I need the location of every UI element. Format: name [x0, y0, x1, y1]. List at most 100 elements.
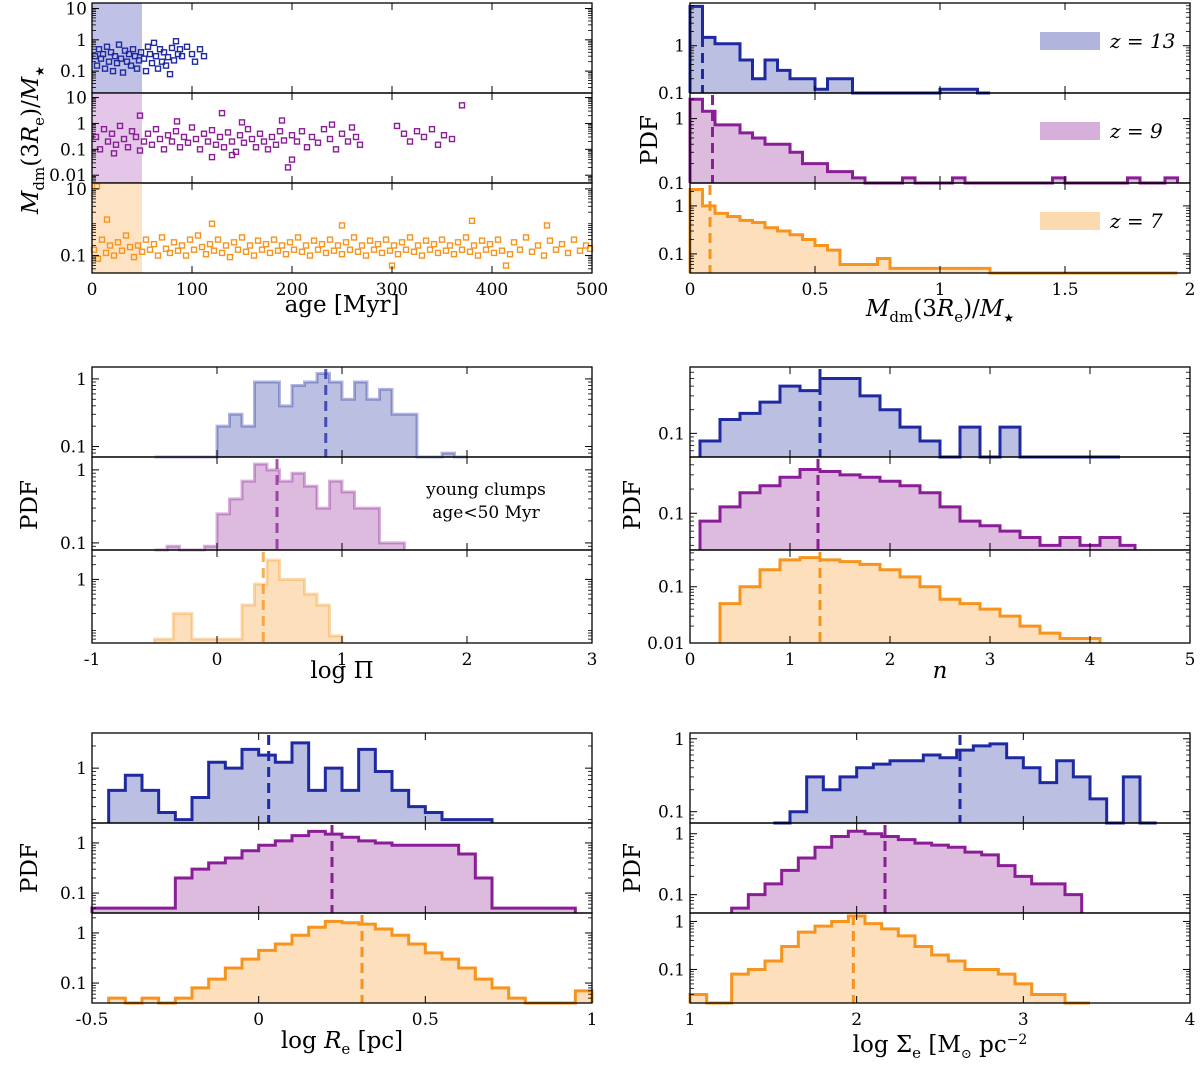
- scatter-point: [303, 144, 311, 151]
- hist-bar: [965, 852, 982, 913]
- scatter-point: [442, 247, 450, 254]
- scatter-point: [144, 130, 152, 137]
- hist-bar: [367, 508, 380, 550]
- scatter-point: [256, 130, 264, 137]
- hist-bar: [342, 399, 355, 457]
- scatter-point: [494, 236, 502, 243]
- scatter-point: [107, 49, 115, 56]
- scatter-point: [98, 236, 106, 243]
- hist-bar: [840, 78, 853, 93]
- scatter-point: [393, 122, 401, 130]
- scatter-point: [208, 153, 216, 161]
- hist-bar: [940, 757, 957, 823]
- scatter-point: [200, 130, 208, 137]
- scatter-point: [306, 252, 314, 259]
- hist-outline: [698, 376, 1120, 459]
- hist-bar: [752, 138, 765, 183]
- hist-bar: [948, 960, 965, 1003]
- hist-bar: [965, 969, 982, 1003]
- hist-bar: [442, 959, 459, 1003]
- scatter-point: [160, 146, 168, 153]
- scatter-point: [293, 138, 301, 145]
- hist-bar: [142, 908, 159, 913]
- scatter-point: [180, 133, 188, 141]
- scatter-point: [454, 239, 462, 246]
- scatter-point: [146, 246, 154, 253]
- axes-frame: [689, 549, 1191, 644]
- hist-bar: [780, 386, 800, 457]
- x-tick-label: 1.5: [1051, 280, 1078, 300]
- scatter-point: [426, 246, 434, 253]
- scatter-point: [314, 139, 322, 146]
- hist-bar: [475, 979, 492, 1003]
- hist-bar: [108, 790, 126, 823]
- hist-bar: [827, 171, 840, 183]
- hist-bar: [802, 163, 815, 183]
- hist-bar: [275, 762, 292, 823]
- hist-bar: [1015, 983, 1032, 1003]
- y-tick-label: 0.01: [49, 166, 87, 186]
- scatter-point: [334, 242, 342, 249]
- scatter-point: [413, 128, 421, 135]
- hist-bar: [175, 877, 192, 913]
- legend-swatch: [1040, 122, 1100, 140]
- hist-outline: [730, 829, 1084, 913]
- hist-bar: [840, 561, 860, 643]
- legend-label: z = 9: [1109, 119, 1163, 143]
- hist-bar: [175, 819, 192, 823]
- hist-bar: [902, 268, 915, 273]
- hist-bar: [242, 426, 255, 457]
- hist-bar: [865, 264, 878, 273]
- panel-hist_mdm: 10.110.110.10 0.5 1 1.5 2: [658, 2, 1195, 300]
- hist-bar: [798, 857, 815, 913]
- hist-bar: [358, 840, 376, 913]
- scatter-point: [266, 249, 274, 257]
- scatter-point: [346, 246, 354, 253]
- x-tick-label: 300: [376, 280, 408, 300]
- hist-bar: [217, 426, 230, 457]
- hist-bar: [840, 776, 857, 823]
- hist-bar: [258, 950, 276, 1003]
- y-tick-label: 0.1: [658, 578, 685, 598]
- hist-bar: [1127, 177, 1140, 183]
- label-part: R: [18, 126, 44, 144]
- pdf-y-label-2: PDF: [17, 480, 43, 530]
- x-tick-label: 4: [1085, 650, 1096, 670]
- subpanel-z9: 10.1: [658, 822, 1191, 914]
- hist-bar: [715, 213, 728, 273]
- scatter-point: [438, 236, 446, 243]
- hist-bar: [760, 402, 780, 457]
- label-part: log: [281, 1028, 324, 1054]
- hist-bar: [923, 754, 940, 823]
- hist-bar: [254, 584, 267, 643]
- scatter-x-label: age [Myr]: [285, 292, 400, 318]
- hist-bar: [740, 59, 753, 93]
- hist-bar: [142, 998, 159, 1003]
- scatter-point: [93, 62, 101, 69]
- y-tick-label: 1: [674, 110, 685, 130]
- hist-bar: [508, 998, 526, 1003]
- scatter-point: [260, 138, 268, 145]
- scatter-point: [158, 234, 166, 241]
- hist-bar: [802, 239, 815, 273]
- hist-bar: [492, 987, 509, 1003]
- scatter-point: [552, 246, 560, 253]
- hist-bar: [442, 819, 459, 823]
- subpanel-z9: 10.1: [60, 456, 593, 554]
- hist-bar: [358, 749, 376, 823]
- hist-bar: [1052, 177, 1065, 183]
- hist-bar: [404, 414, 417, 457]
- hist-bar: [242, 604, 255, 643]
- hist-bar: [720, 506, 740, 550]
- scatter-point: [144, 43, 152, 50]
- hist-bar: [852, 177, 865, 183]
- scatter-point: [470, 242, 478, 249]
- x-tick-label: 1: [587, 1010, 598, 1030]
- scatter-point: [288, 132, 296, 139]
- hist-bar: [475, 819, 492, 823]
- scatter-point: [286, 239, 294, 246]
- hist-bar: [175, 998, 192, 1003]
- scatter-point: [188, 50, 196, 58]
- label-part: pc: [972, 1032, 1007, 1058]
- hist-bar: [458, 854, 476, 913]
